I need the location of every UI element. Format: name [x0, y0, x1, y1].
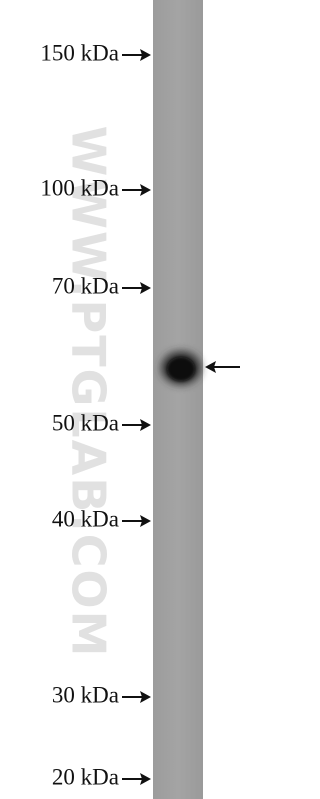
- band-arrow: [205, 361, 240, 373]
- marker-arrow-head: [140, 515, 151, 527]
- marker-label: 70 kDa: [52, 273, 119, 298]
- marker-label: 20 kDa: [52, 764, 119, 789]
- marker-arrow-head: [140, 49, 151, 61]
- marker-arrow-head: [140, 691, 151, 703]
- marker-label: 50 kDa: [52, 410, 119, 435]
- marker-arrow-head: [140, 282, 151, 294]
- watermark: WWW.PTGLAB.COM: [62, 126, 116, 659]
- western-blot: WWW.PTGLAB.COM 150 kDa 100 kDa 70 kDa 50 kD…: [40, 0, 240, 799]
- marker-arrow-head: [140, 419, 151, 431]
- marker-arrow-head: [140, 184, 151, 196]
- marker-labels: 150 kDa 100 kDa 70 kDa 50 kDa 40 kDa 30 kDa 20…: [40, 40, 151, 789]
- band: [167, 357, 195, 381]
- marker-label: 100 kDa: [40, 175, 119, 200]
- marker-label: 150 kDa: [40, 40, 119, 65]
- marker-label: 30 kDa: [52, 682, 119, 707]
- marker-label: 40 kDa: [52, 506, 119, 531]
- marker-arrow-head: [140, 773, 151, 785]
- lane: [153, 0, 203, 799]
